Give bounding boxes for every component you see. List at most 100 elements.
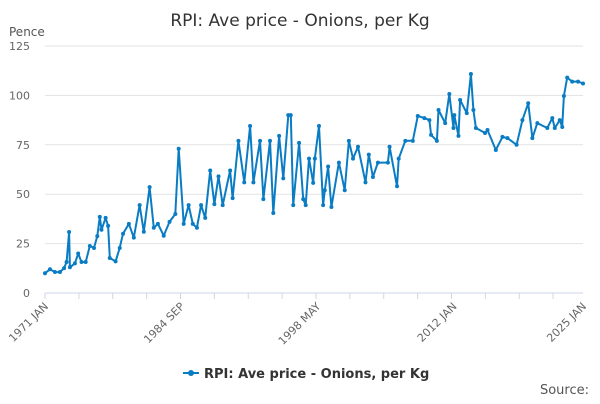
data-point <box>552 126 557 131</box>
data-point <box>228 168 233 173</box>
y-axis-label: Pence <box>9 25 45 39</box>
data-point <box>387 144 392 149</box>
data-point <box>203 215 208 220</box>
data-point <box>99 227 104 232</box>
data-point <box>436 108 441 113</box>
data-point <box>351 156 356 161</box>
data-point <box>520 118 525 123</box>
data-point <box>485 127 490 132</box>
data-point <box>326 164 331 169</box>
data-point <box>443 121 448 126</box>
data-point <box>107 256 112 261</box>
data-point <box>131 235 136 240</box>
data-point <box>277 133 282 138</box>
data-point <box>322 188 327 193</box>
x-tick-label: 2025 JAN <box>544 300 589 345</box>
data-point <box>557 118 562 123</box>
data-point <box>500 134 505 139</box>
data-point <box>97 214 102 219</box>
data-point <box>288 113 293 118</box>
data-point <box>565 75 570 80</box>
chart-title: RPI: Ave price - Onions, per Kg <box>170 11 429 31</box>
data-point <box>342 188 347 193</box>
data-point <box>452 113 457 118</box>
data-point <box>87 243 92 248</box>
data-point <box>208 168 213 173</box>
data-point <box>67 265 72 270</box>
data-point <box>570 79 575 84</box>
data-point <box>72 261 77 266</box>
data-point <box>471 108 476 113</box>
data-point <box>321 203 326 208</box>
data-point <box>363 180 368 185</box>
data-point <box>251 180 256 185</box>
data-point <box>526 101 531 106</box>
data-point <box>396 156 401 161</box>
data-point <box>434 138 439 143</box>
source-label: Source: <box>540 383 589 398</box>
data-point <box>370 175 375 180</box>
data-point <box>505 136 510 141</box>
y-tick-label: 125 <box>9 40 30 53</box>
legend[interactable]: RPI: Ave price - Onions, per Kg <box>183 367 429 382</box>
data-point <box>468 72 473 77</box>
y-tick-label: 0 <box>23 287 30 300</box>
data-point <box>267 138 272 143</box>
data-point <box>47 267 52 272</box>
data-point <box>117 245 122 250</box>
data-point <box>301 197 306 202</box>
data-point <box>271 210 276 215</box>
data-point <box>76 251 81 256</box>
data-point <box>385 160 390 165</box>
data-point <box>230 196 235 201</box>
data-point <box>248 124 253 129</box>
data-point <box>57 270 62 275</box>
data-point <box>64 259 69 264</box>
data-point <box>137 203 142 208</box>
series-onions <box>43 72 585 276</box>
data-point <box>403 138 408 143</box>
data-point <box>307 156 312 161</box>
data-point <box>346 138 351 143</box>
data-point <box>242 180 247 185</box>
data-point <box>199 203 204 208</box>
data-point <box>483 130 488 135</box>
data-point <box>106 223 111 228</box>
data-point <box>395 184 400 189</box>
data-point <box>530 136 535 141</box>
data-point <box>336 160 341 165</box>
data-point <box>329 205 334 210</box>
data-point <box>236 138 241 143</box>
data-point <box>514 142 519 147</box>
data-point <box>91 245 96 250</box>
y-tick-label: 50 <box>16 188 30 201</box>
data-point <box>456 133 461 138</box>
data-point <box>151 225 156 230</box>
data-point <box>316 124 321 129</box>
y-tick-label: 25 <box>16 238 30 251</box>
data-point <box>43 271 47 276</box>
data-point <box>173 211 178 216</box>
data-point <box>550 116 555 121</box>
data-point <box>429 132 434 137</box>
data-point <box>216 174 221 179</box>
data-point <box>473 126 478 131</box>
data-point <box>194 225 199 230</box>
data-point <box>121 231 126 236</box>
data-point <box>83 259 88 264</box>
x-axis: 1971 JAN 1984 SEP 1998 MAY 2012 JAN 2025 JAN <box>6 292 589 348</box>
data-point <box>161 233 166 238</box>
data-point <box>212 202 217 207</box>
data-point <box>186 203 191 208</box>
data-point <box>535 121 540 126</box>
data-point <box>458 97 463 102</box>
data-point <box>422 116 427 121</box>
legend-marker-symbol <box>188 370 194 376</box>
data-point <box>155 221 160 226</box>
y-tick-label: 75 <box>16 139 30 152</box>
data-point <box>427 118 432 123</box>
data-point <box>261 197 266 202</box>
data-point <box>79 259 84 264</box>
data-point <box>281 176 286 181</box>
